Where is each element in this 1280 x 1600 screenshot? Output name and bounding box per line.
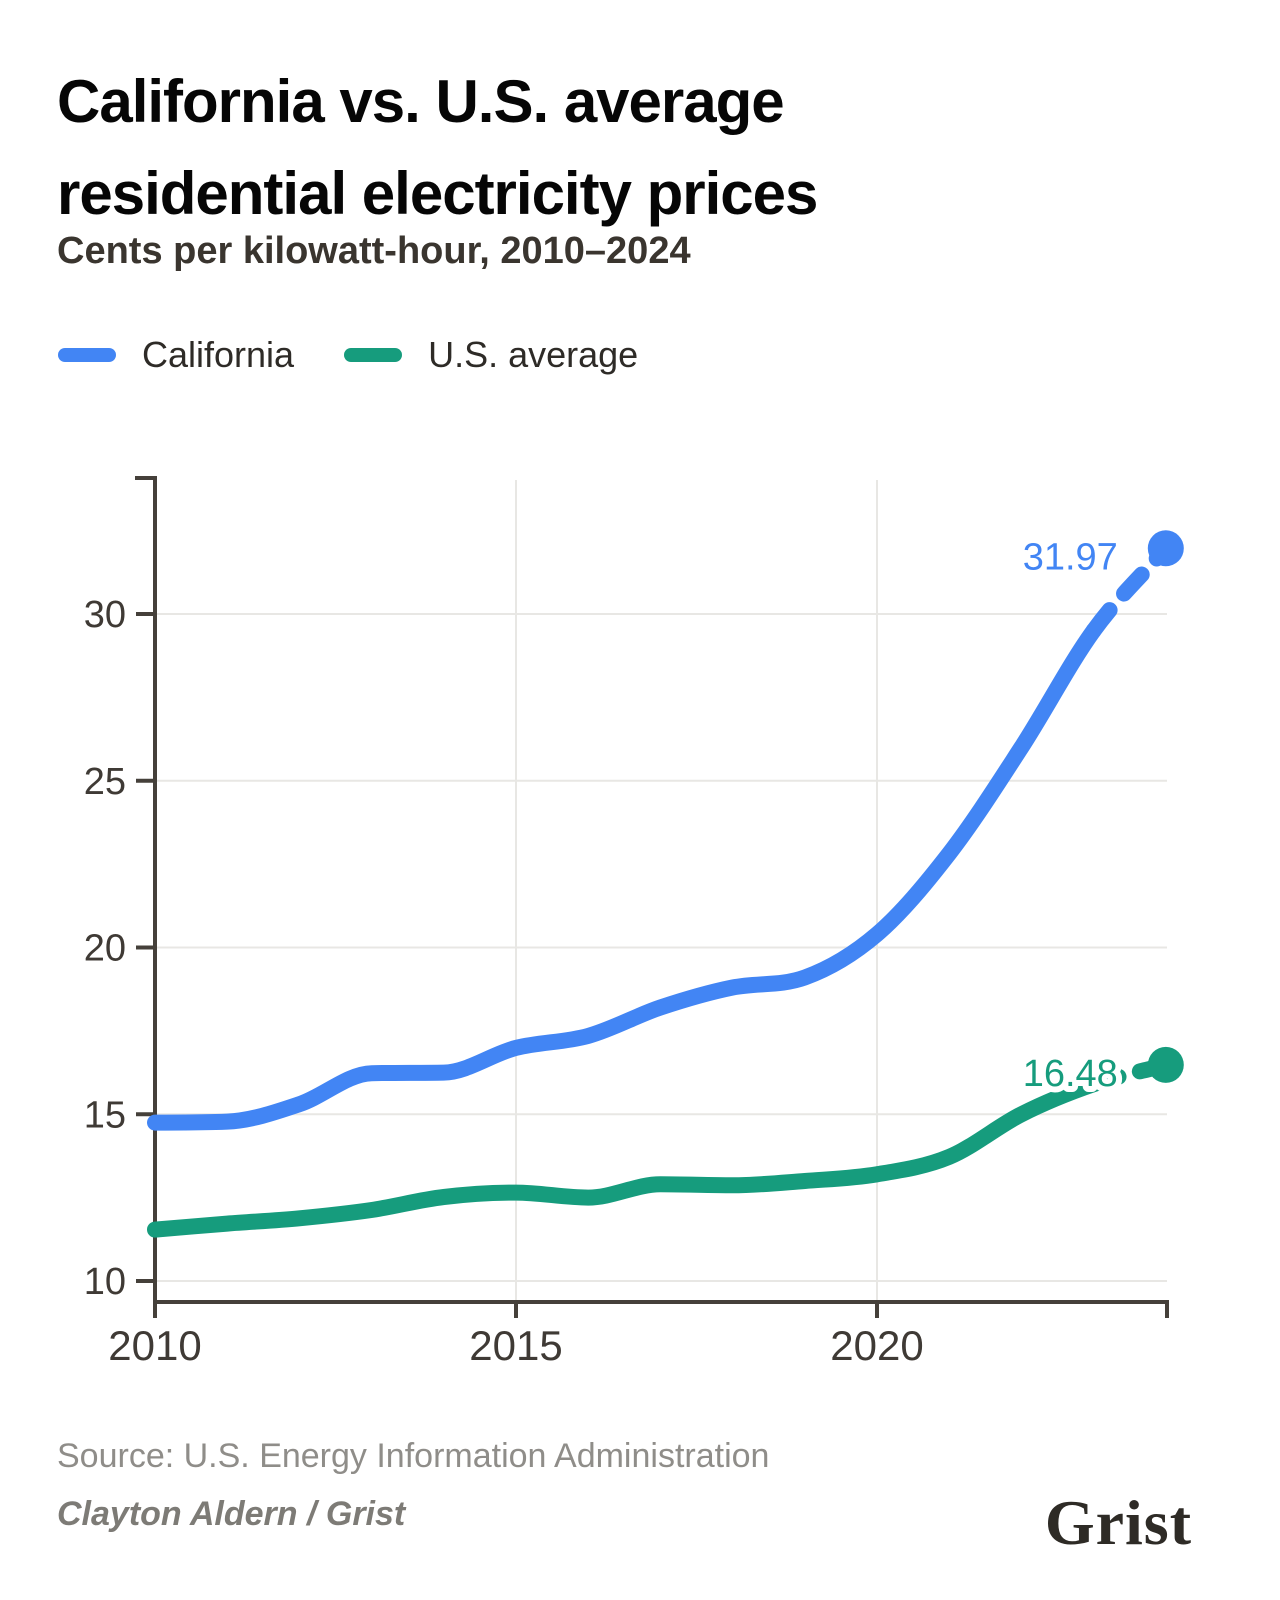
legend-label-us-average: U.S. average — [428, 334, 639, 375]
legend-item-california: California — [58, 334, 294, 376]
california-line-swatch-icon — [58, 348, 116, 362]
california-end-dot — [1147, 530, 1184, 567]
x-tick-label: 2020 — [830, 1322, 923, 1369]
y-tick-label: 30 — [84, 594, 126, 636]
y-tick-label: 20 — [84, 928, 126, 970]
y-tick-label: 25 — [84, 761, 126, 803]
legend-item-us-average: U.S. average — [344, 334, 638, 376]
y-tick-label: 15 — [84, 1094, 126, 1136]
legend-label-california: California — [142, 334, 295, 375]
u-s-average-end-dot — [1147, 1046, 1184, 1083]
california-end-value-label: 31.97 — [1023, 536, 1118, 578]
us-average-line-swatch-icon — [344, 348, 403, 362]
california-line — [147, 622, 1102, 1131]
page-title-line2: residential electricity prices — [57, 160, 818, 227]
chart-legend: California U.S. average — [58, 334, 688, 376]
source-note: Source: U.S. Energy Information Administ… — [57, 1437, 770, 1475]
u-s-average-line — [147, 1076, 1102, 1238]
grist-logo: Grist — [1044, 1487, 1192, 1558]
chart-subtitle: Cents per kilowatt-hour, 2010–2024 — [57, 230, 691, 272]
page-title: California vs. U.S. average residential … — [57, 56, 818, 240]
y-tick-label: 10 — [84, 1261, 126, 1303]
byline: Clayton Aldern / Grist — [57, 1495, 406, 1533]
x-tick-label: 2010 — [108, 1322, 201, 1369]
u-s-average-end-value-label: 16.48 — [1023, 1053, 1118, 1095]
page-title-line1: California vs. U.S. average — [57, 68, 785, 135]
x-tick-label: 2015 — [469, 1322, 562, 1369]
